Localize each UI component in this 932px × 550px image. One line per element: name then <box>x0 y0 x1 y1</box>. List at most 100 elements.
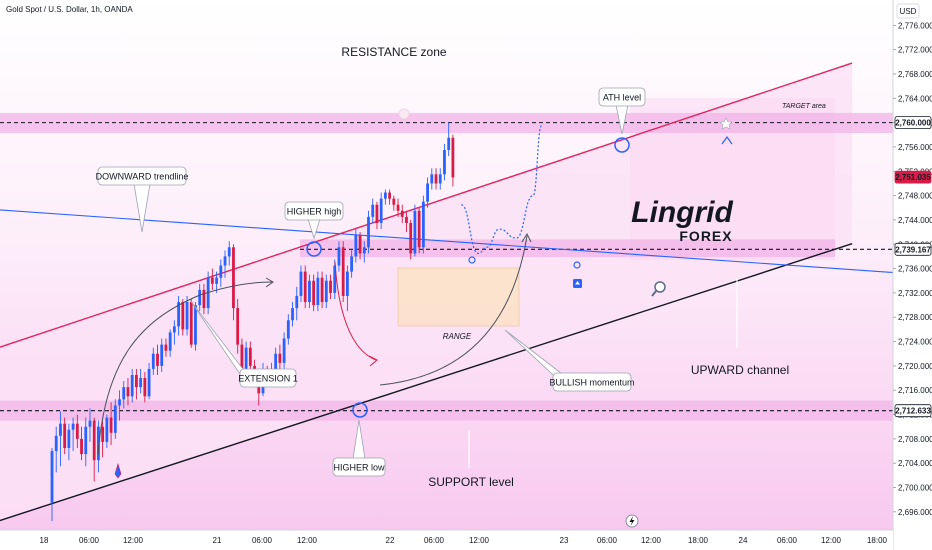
candle <box>447 122 451 157</box>
candle <box>232 244 235 321</box>
candle <box>396 198 400 217</box>
candle-body <box>84 426 88 455</box>
candle <box>417 207 421 254</box>
magnifier-icon <box>654 281 666 293</box>
candle <box>320 271 324 309</box>
price-tick-label: 2,708.000 <box>898 435 932 444</box>
candle <box>130 368 134 403</box>
candle <box>367 210 370 254</box>
candle <box>105 414 109 448</box>
candle-body <box>417 210 421 248</box>
candle-body <box>337 247 341 266</box>
candle-body <box>219 265 223 278</box>
higher-high-circle <box>306 241 322 257</box>
candle <box>392 195 396 211</box>
candle-body <box>210 277 214 284</box>
candle <box>227 241 231 266</box>
candle-body <box>291 308 294 321</box>
candle-body <box>341 247 345 296</box>
candle <box>113 399 117 439</box>
candle-body <box>430 174 434 184</box>
candle <box>341 241 345 303</box>
candle-body <box>156 353 159 366</box>
candle <box>50 447 54 521</box>
candle-body <box>105 417 109 442</box>
candle-body <box>358 235 362 254</box>
support-price-label: 2,712.633 <box>895 407 931 416</box>
momentum-arrow <box>379 235 528 386</box>
target-area-label: TARGET area <box>782 103 826 110</box>
lightning-glyph <box>629 516 635 526</box>
candle <box>223 250 227 278</box>
candle-body <box>400 210 404 217</box>
extension-callout: EXTENSION 1 <box>189 299 298 388</box>
candle-body <box>130 375 134 397</box>
time-tick-label: 23 <box>560 536 569 545</box>
higher-high-callout: HIGHER high <box>284 201 344 240</box>
candle <box>413 204 417 257</box>
candle <box>358 232 362 260</box>
candle <box>181 298 185 336</box>
candle-body <box>232 247 235 309</box>
candle-body <box>151 353 155 369</box>
candle-body <box>147 368 151 397</box>
candle <box>189 298 193 348</box>
resistance-zone <box>0 112 893 133</box>
candle-body <box>67 429 71 448</box>
candle <box>303 265 307 309</box>
candle <box>172 320 176 345</box>
range-pivot <box>573 261 581 269</box>
pullback-arrow <box>334 261 377 361</box>
candle <box>63 417 67 455</box>
time-tick-label: 06:00 <box>252 536 273 545</box>
time-tick-label: 18:00 <box>688 536 709 545</box>
higher-high-callout-box <box>284 201 344 221</box>
price-tick-label: 2,748.000 <box>898 192 932 201</box>
candle <box>354 229 358 263</box>
range-zone <box>300 239 835 258</box>
time-tick-label: 18:00 <box>867 536 888 545</box>
candle <box>333 259 337 299</box>
candle-body <box>122 387 126 400</box>
price-tick-label: 2,768.000 <box>898 70 932 79</box>
candle-body <box>447 137 451 150</box>
time-tick-label: 06:00 <box>597 536 618 545</box>
candle <box>291 302 294 327</box>
star-icon <box>719 117 733 130</box>
candle-body <box>248 347 252 366</box>
candle <box>168 329 172 357</box>
higher-low-callout: HIGHER low <box>332 419 386 477</box>
candle-body <box>413 210 417 254</box>
range-top-price-label-box <box>894 242 932 256</box>
candle-body <box>383 192 387 199</box>
candle-body <box>286 320 290 339</box>
candle <box>67 423 71 461</box>
range-pivot <box>468 256 476 264</box>
support-level-label: SUPPORT level <box>428 475 514 489</box>
candle <box>194 302 197 351</box>
candle <box>84 417 88 467</box>
candle-body <box>160 344 164 366</box>
candle <box>438 168 442 190</box>
candle <box>312 274 316 312</box>
bullish-momentum-callout-box <box>552 372 632 392</box>
range-top-price-label: 2,739.167 <box>895 245 931 254</box>
candle <box>101 420 105 458</box>
candle-body <box>172 326 176 333</box>
upward-channel-label: UPWARD channel <box>691 363 789 377</box>
candle-body <box>227 247 231 257</box>
up-signal-glyph <box>575 281 580 285</box>
candle-body <box>409 222 413 254</box>
candle <box>371 198 375 223</box>
candle <box>160 338 164 372</box>
price-tick-label: 2,704.000 <box>898 459 932 468</box>
time-tick-label: 12:00 <box>469 536 490 545</box>
price-axis-bg <box>893 0 932 550</box>
candle-body <box>202 289 206 309</box>
bullish-momentum-callout: BULLISH momentum <box>504 329 635 392</box>
candle <box>118 390 121 421</box>
candle <box>316 271 320 312</box>
candle-body <box>71 423 75 430</box>
currency-badge: USD <box>900 7 917 16</box>
